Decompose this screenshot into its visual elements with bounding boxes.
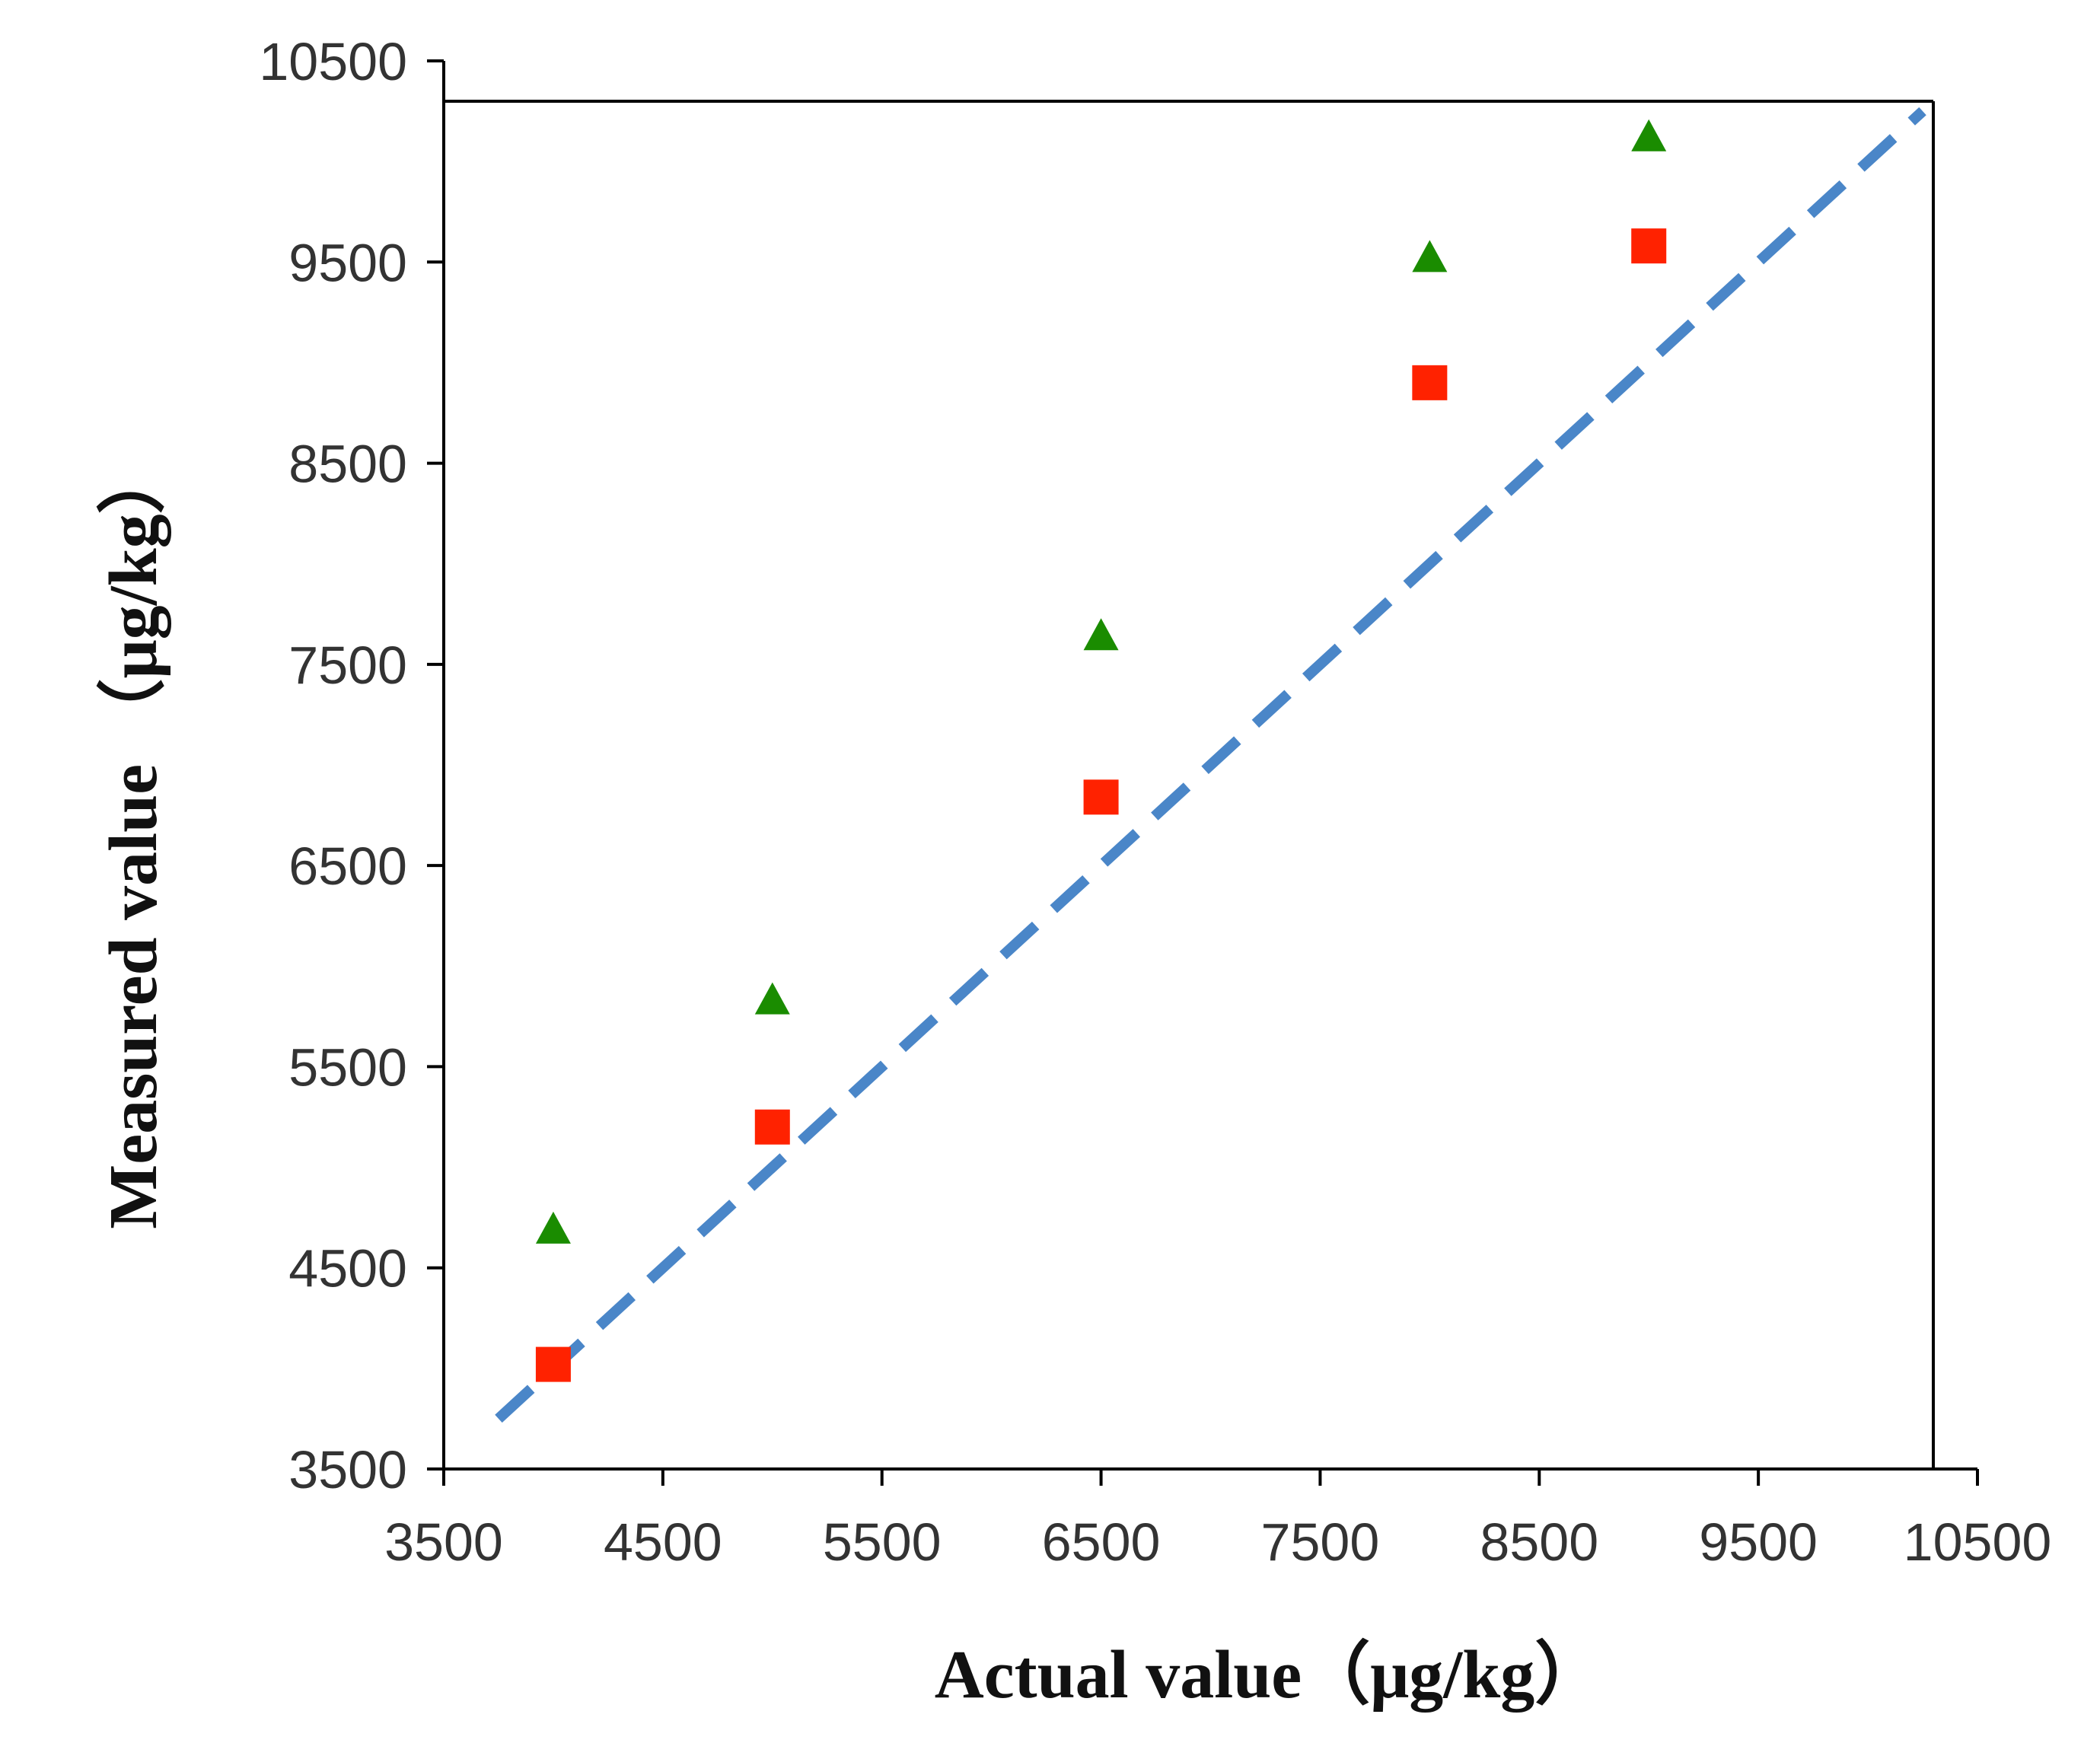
x-axis-title: Actual value（μg/kg） — [935, 1637, 1604, 1713]
y-tick-label: 8500 — [288, 435, 407, 494]
x-tick-label: 10500 — [1904, 1512, 2052, 1572]
y-axis-ticks: 3500 4500 5500 6500 7500 8500 9500 10500 — [259, 32, 444, 1499]
x-axis-ticks: 3500 4500 5500 6500 7500 8500 9500 10500 — [384, 1469, 2051, 1572]
reference-line-group — [495, 107, 1926, 1423]
x-tick-label: 3500 — [384, 1512, 503, 1572]
red-square-point — [1631, 228, 1667, 264]
x-tick-label: 5500 — [823, 1512, 942, 1572]
green-triangle-point — [1631, 119, 1667, 151]
y-axis-title: Measured value （μg/kg） — [96, 445, 171, 1228]
y-tick-label: 5500 — [288, 1037, 407, 1097]
y-tick-label: 10500 — [259, 32, 407, 91]
data-markers-group — [535, 119, 1667, 1382]
x-tick-label: 8500 — [1480, 1512, 1598, 1572]
y-tick-label: 7500 — [288, 636, 407, 695]
red-square-point — [535, 1346, 571, 1382]
y-tick-label: 3500 — [288, 1440, 407, 1499]
red-square-point — [1412, 365, 1448, 400]
plot-frame — [442, 61, 1977, 1471]
red-square-point — [1083, 779, 1119, 815]
x-tick-label: 6500 — [1042, 1512, 1161, 1572]
x-tick-label: 7500 — [1261, 1512, 1380, 1572]
red-square-point — [754, 1109, 790, 1145]
green-triangle-point — [535, 1211, 571, 1244]
y-tick-label: 6500 — [288, 836, 407, 896]
green-triangle-point — [754, 982, 790, 1015]
y-tick-label: 9500 — [288, 233, 407, 292]
reference-line — [495, 107, 1926, 1423]
x-tick-label: 9500 — [1699, 1512, 1818, 1572]
green-triangle-point — [1083, 618, 1119, 651]
x-tick-label: 4500 — [604, 1512, 722, 1572]
y-tick-label: 4500 — [288, 1239, 407, 1298]
green-triangle-point — [1412, 240, 1448, 272]
